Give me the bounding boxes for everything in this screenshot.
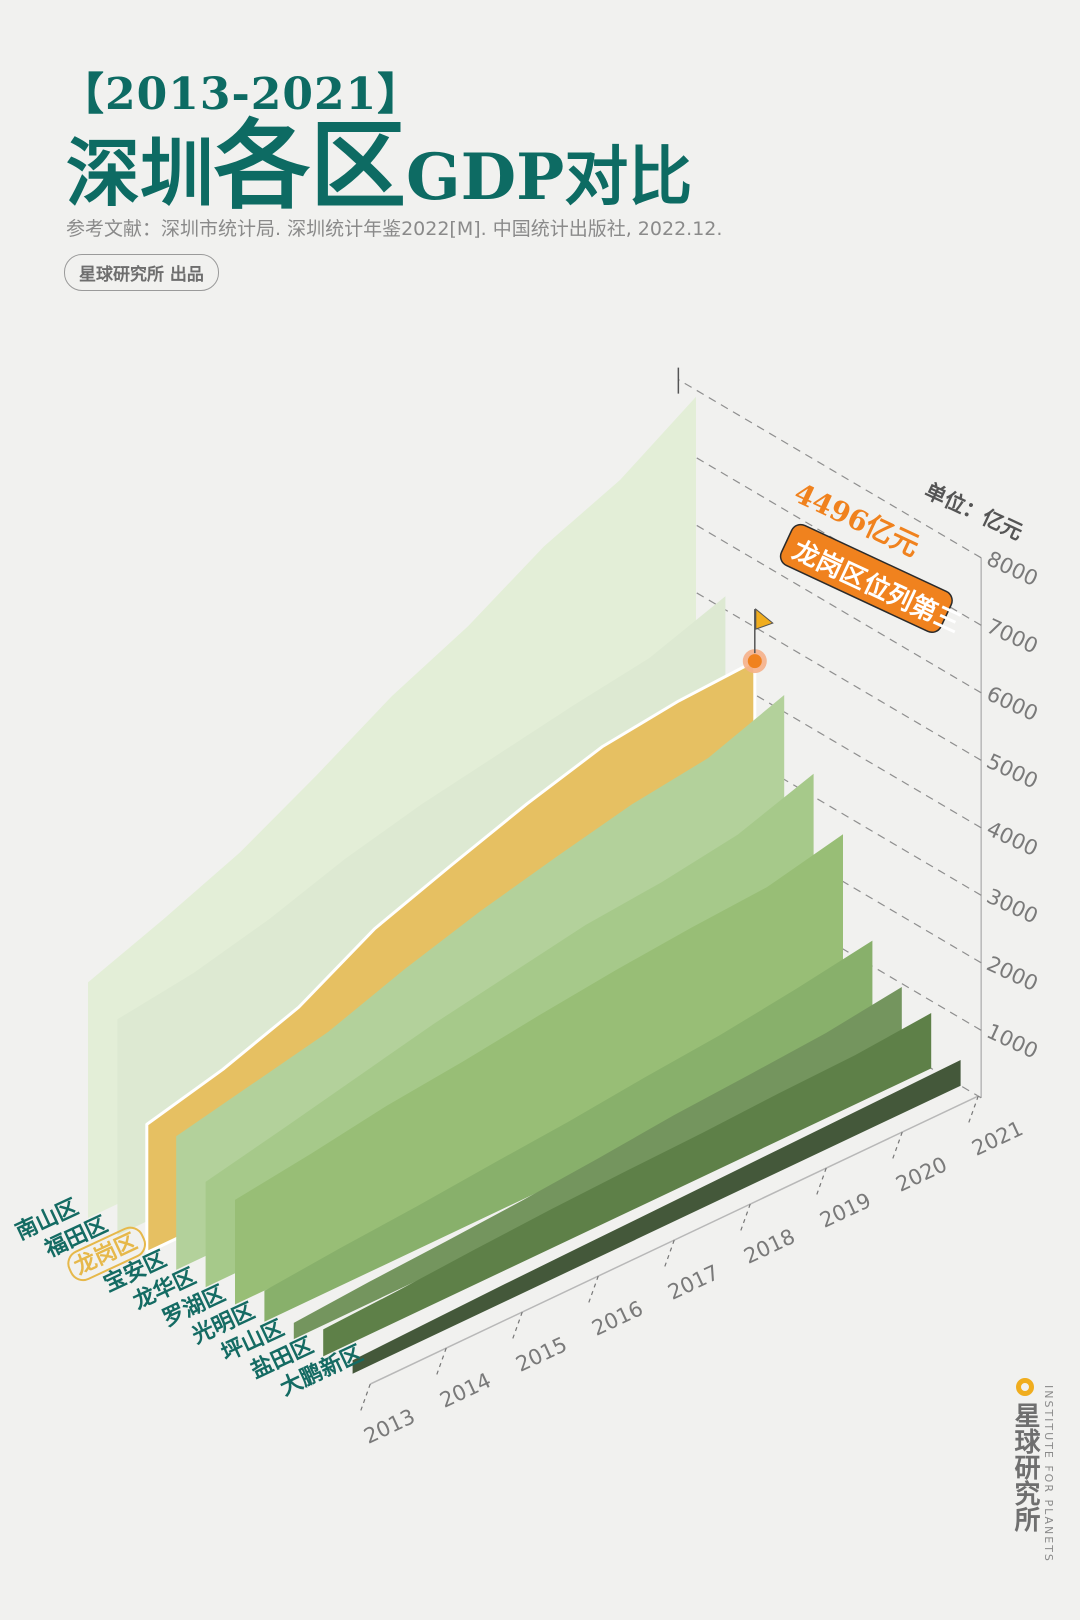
- title-year-range: 【2013-2021】: [60, 69, 423, 120]
- y-tick-label: 1000: [983, 1019, 1042, 1063]
- title-part-gdp: GDP对比: [406, 140, 693, 215]
- unit-label: 单位：亿元: [921, 479, 1026, 545]
- brand-name: 星球研究所: [1010, 1402, 1040, 1532]
- area-罗湖区: [235, 834, 843, 1305]
- x-tick: [587, 1275, 599, 1305]
- x-tick: [359, 1383, 371, 1413]
- x-tick-label: 2016: [588, 1296, 647, 1340]
- area-layer: [88, 396, 961, 1374]
- x-tick: [739, 1203, 751, 1233]
- area-盐田区: [323, 1013, 932, 1357]
- page-title: 深圳各区GDP对比: [66, 118, 692, 214]
- highlight-label-frame: [67, 1226, 146, 1282]
- title-part-shenzhen: 深圳: [66, 131, 214, 217]
- y-tick-label: 2000: [983, 952, 1042, 996]
- area-光明区: [264, 940, 873, 1322]
- annotation-callout-box: [779, 523, 953, 634]
- x-tick: [435, 1347, 447, 1377]
- x-tick: [511, 1311, 523, 1341]
- x-tick: [663, 1239, 675, 1269]
- brand-name-en: INSTITUTE FOR PLANETS: [1042, 1385, 1055, 1563]
- x-tick-label: 2017: [664, 1260, 723, 1304]
- x-tick-label: 2015: [512, 1332, 571, 1376]
- y-tick-label: 5000: [983, 749, 1042, 793]
- flag-icon: [755, 608, 774, 630]
- annotation-note: 龙岗区位列第三: [788, 535, 966, 640]
- area-大鹏新区: [352, 1060, 961, 1374]
- gridline: [678, 514, 982, 694]
- highlight-marker: [747, 654, 762, 669]
- x-tick-label: 2018: [740, 1224, 799, 1268]
- x-tick-label: 2014: [436, 1368, 495, 1412]
- brand-mark: 星球研究所: [1008, 1378, 1042, 1532]
- source-citation: 参考文献：深圳市统计局. 深圳统计年鉴2022[M]. 中国统计出版社, 202…: [66, 218, 723, 240]
- x-tick-label: 2020: [892, 1152, 951, 1196]
- publisher-badge: 星球研究所 出品: [64, 254, 219, 291]
- title-part-districts: 各区: [214, 109, 406, 222]
- x-tick: [891, 1131, 903, 1161]
- y-tick-label: 3000: [983, 884, 1042, 928]
- y-tick-label: 7000: [983, 614, 1042, 658]
- x-tick: [815, 1167, 827, 1197]
- y-tick-label: 4000: [983, 817, 1042, 861]
- x-tick-label: 2013: [360, 1404, 419, 1448]
- x-tick-label: 2019: [816, 1188, 875, 1232]
- y-tick-label: 6000: [983, 682, 1042, 726]
- area-坪山区: [293, 986, 902, 1340]
- gridline: [678, 581, 982, 761]
- gridline: [678, 379, 982, 559]
- gridline: [678, 716, 982, 896]
- brand-logo-icon: [1016, 1378, 1034, 1396]
- x-tick: [967, 1095, 979, 1125]
- gridline: [678, 649, 982, 829]
- x-tick-label: 2021: [968, 1116, 1027, 1160]
- y-tick-label: 8000: [983, 547, 1042, 591]
